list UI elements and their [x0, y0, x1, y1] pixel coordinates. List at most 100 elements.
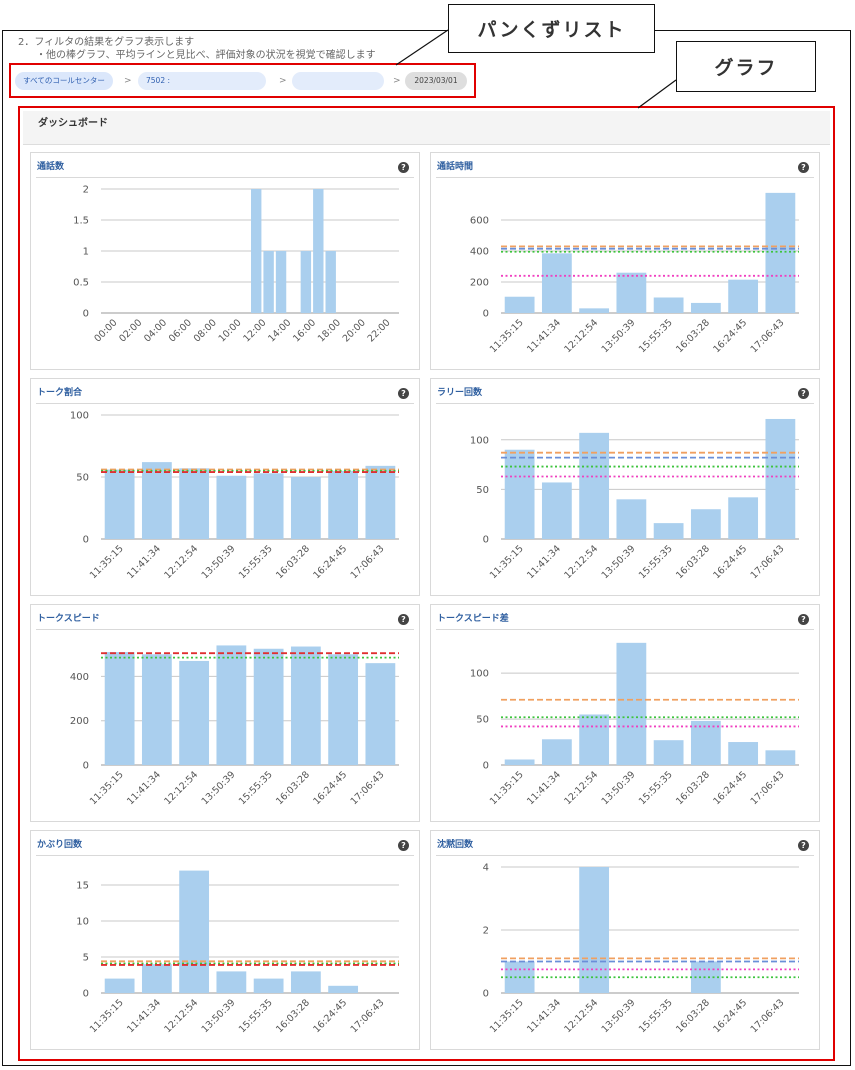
chart-panel: 通話時間? 0 200 400 600 11:35:15 11:41:34 12:12:54 1… — [430, 152, 820, 370]
y-tick-label: 0 — [83, 535, 89, 546]
bar[interactable] — [313, 189, 324, 313]
bar[interactable] — [653, 523, 684, 539]
bar[interactable] — [216, 645, 247, 765]
bar[interactable] — [579, 867, 610, 993]
bar[interactable] — [690, 302, 721, 313]
bar[interactable] — [290, 646, 321, 765]
chart-title: 通話数 — [37, 162, 65, 172]
bar[interactable] — [541, 253, 572, 313]
chart-title: トークスピード — [37, 614, 100, 624]
y-tick-label: 400 — [470, 247, 489, 258]
bar[interactable] — [616, 499, 647, 539]
y-tick-label: 0 — [483, 989, 489, 1000]
y-tick-label: 4 — [483, 863, 489, 874]
bar[interactable] — [328, 654, 359, 765]
bar[interactable] — [616, 642, 647, 765]
chart-panel: トーク割合? 0 50 100 11:35:15 11:41:34 12:12:54 13:5… — [30, 378, 420, 596]
y-tick-label: 0 — [483, 761, 489, 772]
bar[interactable] — [179, 660, 210, 765]
y-tick-label: 2 — [83, 185, 89, 196]
question-circle-icon[interactable]: ? — [398, 162, 409, 173]
y-tick-label: 50 — [76, 473, 89, 484]
bar[interactable] — [504, 759, 535, 765]
bar[interactable] — [253, 978, 284, 993]
chart-title: かぶり回数 — [37, 840, 83, 850]
bar[interactable] — [579, 714, 610, 765]
bar[interactable] — [616, 272, 647, 313]
bar[interactable] — [541, 739, 572, 765]
bar[interactable] — [104, 469, 135, 539]
chart-panel: ラリー回数? 0 50 100 11:35:15 11:41:34 12:12:54 13:5… — [430, 378, 820, 596]
y-tick-label: 1 — [83, 247, 89, 258]
chart-title-divider — [436, 629, 814, 630]
y-tick-label: 400 — [70, 672, 89, 683]
bar[interactable] — [141, 964, 172, 993]
breadcrumb-highlight — [9, 63, 476, 98]
bar[interactable] — [179, 870, 210, 993]
chart-title: ラリー回数 — [437, 388, 483, 398]
bar[interactable] — [325, 251, 336, 313]
bar[interactable] — [179, 468, 210, 539]
y-tick-label: 0 — [83, 309, 89, 320]
question-circle-icon[interactable]: ? — [798, 840, 809, 851]
question-circle-icon[interactable]: ? — [398, 614, 409, 625]
question-circle-icon[interactable]: ? — [798, 614, 809, 625]
bar[interactable] — [653, 297, 684, 314]
bar[interactable] — [579, 432, 610, 539]
bar[interactable] — [216, 475, 247, 539]
bar[interactable] — [690, 509, 721, 539]
question-circle-icon[interactable]: ? — [798, 162, 809, 173]
chart-panel: トークスピード? 0 200 400 11:35:15 11:41:34 12:12:54 1… — [30, 604, 420, 822]
bar[interactable] — [765, 192, 796, 313]
chart-title-divider — [436, 403, 814, 404]
chart-title-divider — [36, 629, 414, 630]
bar[interactable] — [365, 663, 396, 765]
bar[interactable] — [728, 279, 759, 313]
bar[interactable] — [290, 477, 321, 539]
breadcrumb-item-redacted[interactable] — [292, 72, 384, 90]
question-circle-icon[interactable]: ? — [798, 388, 809, 399]
bar[interactable] — [365, 465, 396, 539]
bar[interactable] — [728, 742, 759, 765]
y-tick-label: 0 — [483, 535, 489, 546]
chart-title: 沈黙回数 — [437, 840, 474, 850]
bar[interactable] — [275, 251, 287, 313]
bar[interactable] — [141, 462, 172, 539]
bar[interactable] — [290, 971, 321, 993]
bar[interactable] — [253, 648, 284, 765]
bar[interactable] — [653, 740, 684, 765]
breadcrumb-item-agent[interactable]: 7502 : — [138, 72, 266, 90]
y-tick-label: 0 — [483, 309, 489, 320]
breadcrumb-item-all-centers[interactable]: すべてのコールセンター — [15, 72, 113, 90]
y-tick-label: 0 — [83, 761, 89, 772]
chart-panel: 沈黙回数? 0 2 4 11:35:15 11:41:34 12:12:54 13:50:39… — [430, 830, 820, 1050]
bar[interactable] — [251, 189, 262, 313]
bar[interactable] — [300, 251, 312, 313]
chart-title: 通話時間 — [437, 162, 474, 172]
y-tick-label: 100 — [470, 435, 489, 446]
bar[interactable] — [328, 985, 359, 993]
y-tick-label: 15 — [76, 881, 89, 892]
question-circle-icon[interactable]: ? — [398, 388, 409, 399]
bar[interactable] — [765, 750, 796, 765]
bar[interactable] — [328, 470, 359, 539]
description-line-2: ・他の棒グラフ、平均ラインと見比べ、評価対象の状況を視覚で確認します — [36, 50, 376, 61]
bar[interactable] — [216, 971, 247, 993]
bar[interactable] — [579, 308, 610, 313]
bar[interactable] — [728, 497, 759, 539]
bar[interactable] — [690, 720, 721, 765]
breadcrumb-separator: > — [279, 76, 287, 86]
bar[interactable] — [765, 418, 796, 539]
bar[interactable] — [253, 473, 284, 539]
bar[interactable] — [504, 296, 535, 313]
bar[interactable] — [263, 251, 274, 313]
description: 2．フィルタの結果をグラフ表示します ・他の棒グラフ、平均ラインと見比べ、評価対… — [18, 36, 376, 62]
bar[interactable] — [104, 652, 135, 765]
bar[interactable] — [504, 449, 535, 539]
question-circle-icon[interactable]: ? — [398, 840, 409, 851]
breadcrumb-item-date[interactable]: 2023/03/01 — [405, 72, 467, 90]
bar[interactable] — [104, 978, 135, 993]
bar[interactable] — [541, 482, 572, 539]
bar[interactable] — [141, 654, 172, 765]
